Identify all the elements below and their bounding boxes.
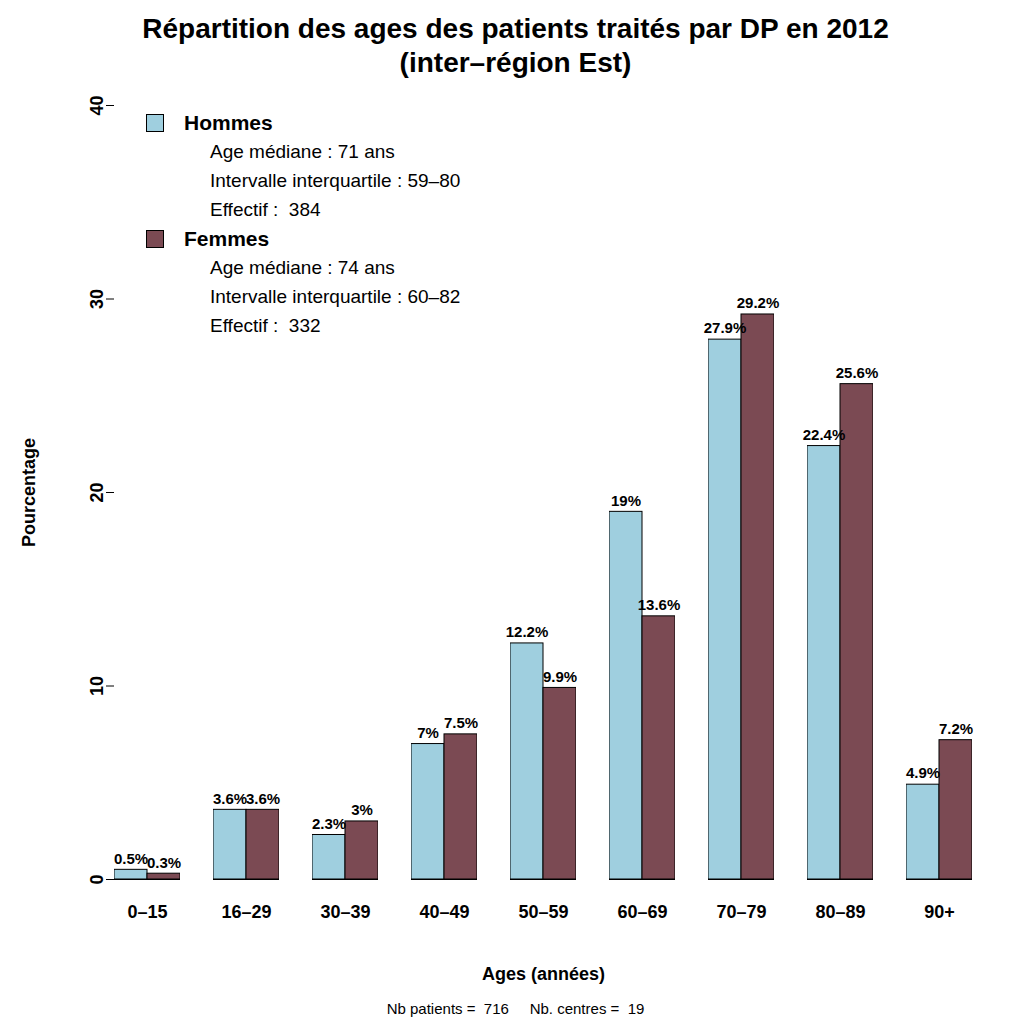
html-text:Femmes: Femmes <box>184 227 270 250</box>
svg-text:0: 0 <box>87 874 107 884</box>
svg-text:60–69: 60–69 <box>617 902 667 922</box>
svg-text:25.6%: 25.6% <box>836 364 879 381</box>
svg-text:0.3%: 0.3% <box>147 853 181 870</box>
svg-text:22.4%: 22.4% <box>803 426 846 443</box>
svg-text:3%: 3% <box>351 801 373 818</box>
svg-text:9.9%: 9.9% <box>543 668 577 685</box>
svg-text:50–59: 50–59 <box>518 902 568 922</box>
svg-text:2.3%: 2.3% <box>312 815 346 832</box>
html-text:Hommes: Hommes <box>184 111 273 134</box>
svg-text:16–29: 16–29 <box>221 902 271 922</box>
html-text:Age médiane : 74 ans: Age médiane : 74 ans <box>210 257 395 278</box>
svg-text:40: 40 <box>87 95 107 115</box>
html-text:Age médiane : 71 ans: Age médiane : 71 ans <box>210 141 395 162</box>
svg-text:7.5%: 7.5% <box>444 714 478 731</box>
svg-text:3.6%: 3.6% <box>246 790 280 807</box>
svg-text:80–89: 80–89 <box>815 902 865 922</box>
svg-text:0–15: 0–15 <box>127 902 167 922</box>
svg-text:29.2%: 29.2% <box>737 294 780 311</box>
svg-text:20: 20 <box>87 482 107 502</box>
html-text:Intervalle interquartile : 60–: Intervalle interquartile : 60–82 <box>210 286 461 307</box>
svg-text:40–49: 40–49 <box>419 902 469 922</box>
svg-text:3.6%: 3.6% <box>213 790 247 807</box>
svg-text:30–39: 30–39 <box>320 902 370 922</box>
svg-text:Ages (années): Ages (années) <box>482 964 605 984</box>
svg-text:7%: 7% <box>417 724 439 741</box>
svg-text:19%: 19% <box>611 492 641 509</box>
html-text:Répartition des ages des patie: Répartition des ages des patients traité… <box>142 13 889 44</box>
svg-text:10: 10 <box>87 676 107 696</box>
html-text:(inter–région Est): (inter–région Est) <box>399 47 632 78</box>
html-text:Nb patients = 716 Nb. centres: Nb patients = 716 Nb. centres = 19 <box>386 1000 645 1017</box>
html-text:Intervalle interquartile : 59–: Intervalle interquartile : 59–80 <box>210 170 461 191</box>
svg-text:7.2%: 7.2% <box>939 720 973 737</box>
svg-text:Pourcentage: Pourcentage <box>19 438 39 547</box>
svg-text:30: 30 <box>87 289 107 309</box>
svg-text:70–79: 70–79 <box>716 902 766 922</box>
html-text:Effectif : 332: Effectif : 332 <box>210 315 321 336</box>
svg-text:27.9%: 27.9% <box>704 319 747 336</box>
svg-text:90+: 90+ <box>924 902 955 922</box>
html-text:Effectif : 384: Effectif : 384 <box>210 199 321 220</box>
svg-text:12.2%: 12.2% <box>506 623 549 640</box>
svg-text:4.9%: 4.9% <box>906 764 940 781</box>
svg-text:0.5%: 0.5% <box>114 850 148 867</box>
svg-text:13.6%: 13.6% <box>638 596 681 613</box>
